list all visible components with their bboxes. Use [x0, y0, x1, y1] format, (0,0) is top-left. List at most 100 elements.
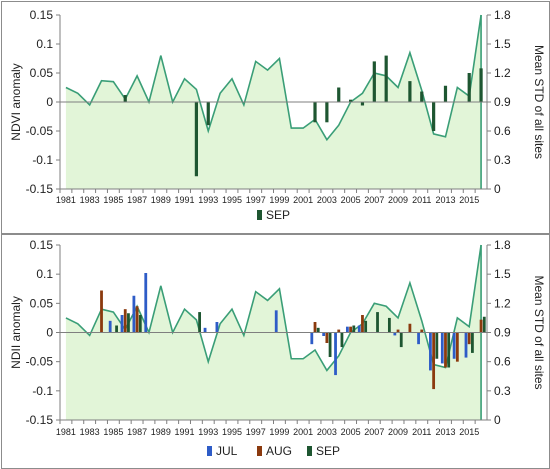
p1-y2tick-label: 0.3 [494, 153, 511, 167]
p1-bar-sep-2010 [408, 81, 412, 102]
p1-xtick-label: 2001 [293, 195, 313, 205]
p1-bar-sep-2011 [420, 91, 424, 102]
p2-bar-jul-2005 [345, 326, 349, 333]
p1-std-line [65, 14, 482, 142]
p2-xtick-label: 1991 [175, 427, 195, 437]
p2-ytick-label: 0 [46, 326, 53, 340]
p1-y2tick-label: 1.5 [494, 37, 511, 51]
p2-legend-label-sep: SEP [316, 444, 340, 458]
p1-xtick-label: 1987 [127, 195, 147, 205]
p2-ylabel: NDII anomaly [9, 296, 23, 369]
p2-y2tick-label: 0.3 [494, 384, 511, 398]
p2-bar-aug-1984 [100, 290, 103, 333]
p2-bar-sep-2016 [482, 316, 486, 333]
p1-y2tick-label: 0 [494, 182, 501, 196]
p2-bar-jul-1994 [215, 322, 219, 333]
p2-ytick-label: 0.1 [36, 267, 53, 281]
p2-bar-sep-1992 [198, 312, 202, 333]
p2-bar-jul-2003 [322, 332, 326, 336]
p2-bar-sep-2012 [435, 332, 439, 359]
p2-xtick-label: 1999 [269, 427, 289, 437]
p1-ytick-label: 0.05 [30, 66, 54, 80]
p2-bar-aug-2006 [361, 315, 364, 333]
p2-xtick-label: 1997 [246, 427, 266, 437]
p2-y2label: Mean STD of all sites [532, 275, 546, 389]
p1-y2tick-label: 1.8 [494, 8, 511, 22]
p2-bar-jul-2002 [310, 332, 314, 345]
p2-bar-jul-2011 [417, 332, 420, 345]
p2-bar-aug-2002 [313, 322, 317, 333]
p1-ytick-label: 0.15 [30, 8, 54, 22]
p2-xtick-label: 1985 [103, 427, 123, 437]
p2-xtick-label: 1987 [127, 427, 147, 437]
p1-xtick-label: 2013 [435, 195, 455, 205]
p2-bar-sep-2003 [328, 332, 332, 357]
p2-bar-aug-1986 [123, 309, 127, 333]
p1-xtick-label: 2015 [459, 195, 479, 205]
p2-bar-aug-2011 [420, 329, 424, 333]
p2-bar-sep-2005 [352, 325, 356, 333]
p2-bar-sep-2007 [376, 312, 379, 333]
p2-ytick-label: -0.05 [26, 355, 54, 369]
p2-bar-jul-2012 [429, 332, 432, 371]
p1-bar-sep-2007 [372, 61, 376, 102]
p1-bar-sep-2013 [443, 85, 448, 102]
p1-ytick-label: -0.15 [26, 182, 54, 196]
p1-ylabel: NDVI anomaly [9, 63, 23, 140]
p2-xtick-label: 1983 [80, 427, 100, 437]
p2-xtick-label: 2007 [364, 427, 384, 437]
p2-bar-sep-2006 [364, 320, 368, 333]
p1-xtick-label: 2007 [364, 195, 384, 205]
p1-xtick-label: 2003 [317, 195, 337, 205]
p2-bar-jul-2004 [334, 332, 337, 376]
p2-bar-jul-1999 [274, 310, 278, 333]
p1-ytick-label: -0.1 [32, 153, 53, 167]
p2-legend-swatch-jul [207, 446, 212, 456]
p2-xtick-label: 2009 [388, 427, 408, 437]
p2-bar-jul-2015 [464, 332, 468, 358]
p2-bar-aug-2005 [349, 326, 352, 333]
p1-bar-sep-2008 [384, 55, 388, 102]
p2-xtick-label: 2005 [341, 427, 361, 437]
p2-ytick-label: -0.15 [26, 413, 54, 427]
p2-bar-aug-2012 [432, 332, 436, 390]
p1-xtick-label: 1981 [56, 195, 76, 205]
p1-bar-sep-1992 [194, 102, 199, 177]
p2-bar-sep-2013 [447, 332, 451, 368]
p1-xtick-label: 2009 [388, 195, 408, 205]
p2-bar-aug-2009 [396, 329, 400, 333]
p2-bar-sep-2002 [316, 327, 320, 333]
p2-bar-sep-1987 [138, 315, 142, 333]
p2-bar-sep-2009 [399, 332, 403, 348]
p2-y2tick-label: 1.8 [494, 238, 511, 252]
p2-bar-sep-1986 [127, 313, 130, 333]
p1-xtick-label: 1995 [222, 195, 242, 205]
p2-bar-jul-1988 [144, 273, 148, 333]
p2-bar-jul-2014 [452, 332, 456, 359]
p1-xtick-label: 1993 [198, 195, 218, 205]
p2-ytick-label: 0.05 [30, 296, 54, 310]
p2-legend-swatch-aug [257, 446, 262, 456]
p2-bar-aug-2010 [408, 323, 412, 333]
p2-bar-jul-2009 [393, 332, 397, 336]
p1-bar-sep-1986 [123, 95, 127, 102]
p2-bar-jul-1987 [132, 295, 136, 333]
p2-bar-aug-2016 [479, 319, 483, 333]
p2-y2tick-label: 0.6 [494, 355, 511, 369]
p2-bar-jul-2013 [440, 332, 444, 364]
p2-legend-label-jul: JUL [216, 444, 238, 458]
p2-bar-aug-2014 [455, 332, 459, 362]
p1-bar-sep-2004 [337, 87, 341, 102]
p1-y2tick-label: 0.6 [494, 124, 511, 138]
p2-bar-aug-2003 [325, 332, 329, 343]
p2-xtick-label: 1981 [56, 427, 76, 437]
p1-xtick-label: 1991 [175, 195, 195, 205]
p1-xtick-label: 1983 [80, 195, 100, 205]
p1-ytick-label: 0 [46, 95, 53, 109]
p1-bar-sep-2015 [467, 73, 471, 102]
p1-bar-sep-2012 [432, 102, 436, 131]
p2-xtick-label: 2011 [412, 427, 431, 437]
p2-xtick-label: 2015 [459, 427, 479, 437]
